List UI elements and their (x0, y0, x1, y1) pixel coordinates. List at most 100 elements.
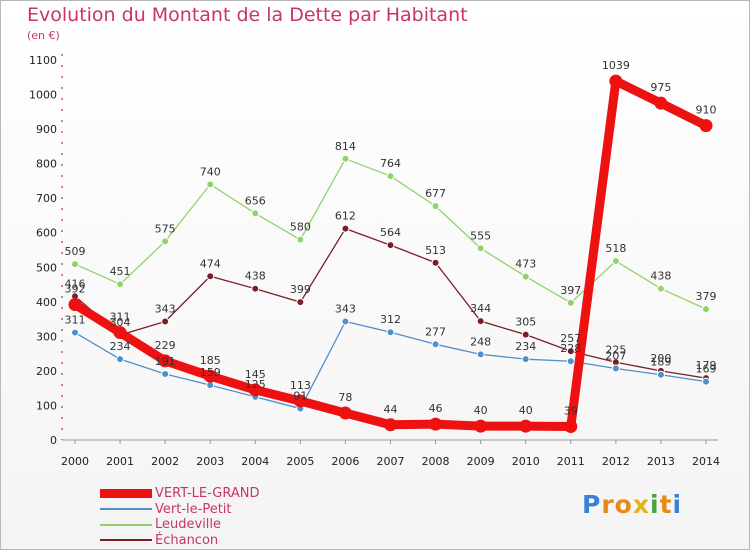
axes: 0 100 200 300 400 500 600 700 800 900 1000 1100 2000… (29, 54, 720, 468)
legend-label: Vert-le-Petit (155, 501, 232, 517)
point-leudeville-2002 (161, 237, 170, 246)
data-label-leudeville-2000: 509 (65, 245, 86, 258)
data-label-vert-le-grand-2006: 78 (338, 391, 352, 404)
y-tick-label-7: 700 (36, 192, 57, 205)
data-label-vert-le-petit-2002: 191 (155, 355, 176, 368)
point-vert-le-grand-2005 (293, 394, 307, 408)
point-vert-le-grand-2014 (699, 119, 713, 133)
point-vert-le-grand-2007 (384, 418, 397, 432)
data-label-leudeville-2004: 656 (245, 194, 266, 207)
y-tick-label-4: 400 (36, 296, 57, 309)
point-vert-le-petit-2006 (341, 317, 350, 326)
data-label-vert-le-grand-2003: 185 (200, 354, 221, 367)
series-layer (68, 74, 713, 434)
data-label-vert-le-petit-2012: 207 (605, 349, 626, 362)
legend-item: Échancon (100, 533, 259, 549)
point-echancon-2005 (296, 298, 305, 307)
point-vert-le-petit-2007 (386, 328, 395, 337)
legend-item: Leudeville (100, 517, 259, 533)
proxiti-logo: Proxiti (582, 490, 682, 519)
data-label-leudeville-2010: 473 (515, 258, 536, 271)
y-tick-label-10: 1000 (29, 89, 57, 102)
data-label-echancon-2003: 474 (200, 257, 221, 270)
point-echancon-2006 (341, 224, 350, 233)
data-label-vert-le-petit-2008: 277 (425, 325, 446, 338)
x-tick-label-4: 2004 (241, 455, 269, 468)
point-leudeville-2000 (71, 260, 79, 269)
data-label-vert-le-petit-2000: 311 (65, 314, 86, 327)
data-label-leudeville-2012: 518 (605, 242, 626, 255)
data-label-echancon-2011: 257 (560, 332, 581, 345)
point-vert-le-grand-2011 (564, 420, 578, 434)
point-vert-le-petit-2003 (206, 381, 215, 390)
data-label-vert-le-grand-2001: 311 (110, 311, 131, 324)
data-label-echancon-2008: 513 (425, 244, 446, 257)
legend-item: Vert-le-Petit (100, 502, 259, 518)
y-tick-label-9: 900 (36, 123, 57, 136)
data-labels: 4163043434744383996125645133443052572252… (65, 59, 717, 417)
x-tick-label-9: 2009 (467, 455, 495, 468)
point-leudeville-2013 (656, 284, 665, 293)
legend-label: Échancon (155, 532, 219, 548)
data-label-vert-le-grand-2013: 975 (650, 81, 671, 94)
chart-subtitle: (en €) (27, 29, 60, 42)
point-leudeville-2009 (476, 244, 485, 253)
point-vert-le-grand-2013 (654, 96, 668, 110)
point-vert-le-grand-2002 (158, 354, 172, 368)
legend: VERT-LE-GRAND Vert-le-Petit Leudeville Écha… (100, 486, 259, 548)
data-label-leudeville-2005: 580 (290, 221, 311, 234)
point-vert-le-petit-2010 (521, 355, 530, 364)
point-vert-le-grand-2012 (609, 74, 623, 88)
x-tick-label-12: 2012 (602, 455, 630, 468)
data-label-echancon-2005: 399 (290, 283, 311, 296)
data-label-leudeville-2008: 677 (425, 187, 446, 200)
logo-letter: i (650, 490, 660, 519)
data-label-vert-le-grand-2005: 113 (290, 379, 311, 392)
point-vert-le-grand-2003 (203, 369, 217, 383)
data-label-leudeville-2007: 764 (380, 157, 401, 170)
point-vert-le-grand-2004 (248, 383, 262, 397)
x-tick-label-3: 2003 (196, 455, 224, 468)
data-label-vert-le-grand-2008: 46 (429, 402, 443, 415)
data-label-echancon-2013: 200 (650, 352, 671, 365)
data-label-leudeville-2011: 397 (560, 284, 581, 297)
data-label-leudeville-2003: 740 (200, 165, 221, 178)
point-echancon-2008 (431, 258, 440, 267)
y-tick-label-11: 1100 (29, 54, 57, 67)
y-tick-label-2: 200 (36, 365, 57, 378)
data-label-vert-le-grand-2004: 145 (245, 368, 266, 381)
logo-letter: o (614, 490, 633, 519)
x-tick-label-6: 2006 (331, 455, 359, 468)
legend-label: VERT-LE-GRAND (155, 486, 260, 502)
logo-letter: t (659, 490, 673, 519)
point-leudeville-2005 (296, 235, 305, 244)
data-label-vert-le-petit-2001: 234 (110, 340, 131, 353)
point-vert-le-grand-2010 (519, 419, 533, 433)
data-label-echancon-2010: 305 (515, 316, 536, 329)
data-label-vert-le-grand-2011: 39 (564, 405, 578, 418)
data-label-echancon-2007: 564 (380, 226, 401, 239)
data-label-vert-le-petit-2014: 169 (696, 363, 717, 376)
logo-letter: P (582, 490, 602, 519)
point-vert-le-petit-2011 (566, 357, 575, 366)
point-vert-le-petit-2013 (656, 370, 665, 379)
x-tick-label-13: 2013 (647, 455, 675, 468)
point-vert-le-grand-2009 (474, 419, 488, 433)
y-tick-label-6: 600 (36, 227, 57, 240)
data-label-vert-le-grand-2009: 40 (474, 404, 488, 417)
point-vert-le-petit-2002 (161, 370, 170, 379)
data-label-leudeville-2002: 575 (155, 222, 176, 235)
data-label-vert-le-grand-2000: 392 (65, 283, 86, 296)
point-vert-le-petit-2001 (116, 355, 125, 364)
data-label-echancon-2000: 416 (65, 277, 86, 290)
data-label-vert-le-petit-2004: 125 (245, 378, 266, 391)
logo-letter: x (632, 490, 650, 519)
point-leudeville-2008 (431, 202, 440, 211)
data-label-leudeville-2006: 814 (335, 140, 356, 153)
data-label-leudeville-2009: 555 (470, 229, 491, 242)
data-label-vert-le-petit-2007: 312 (380, 313, 401, 326)
point-vert-le-grand-2008 (429, 417, 443, 431)
point-vert-le-grand-2001 (113, 326, 127, 340)
data-label-vert-le-grand-2010: 40 (519, 404, 533, 417)
